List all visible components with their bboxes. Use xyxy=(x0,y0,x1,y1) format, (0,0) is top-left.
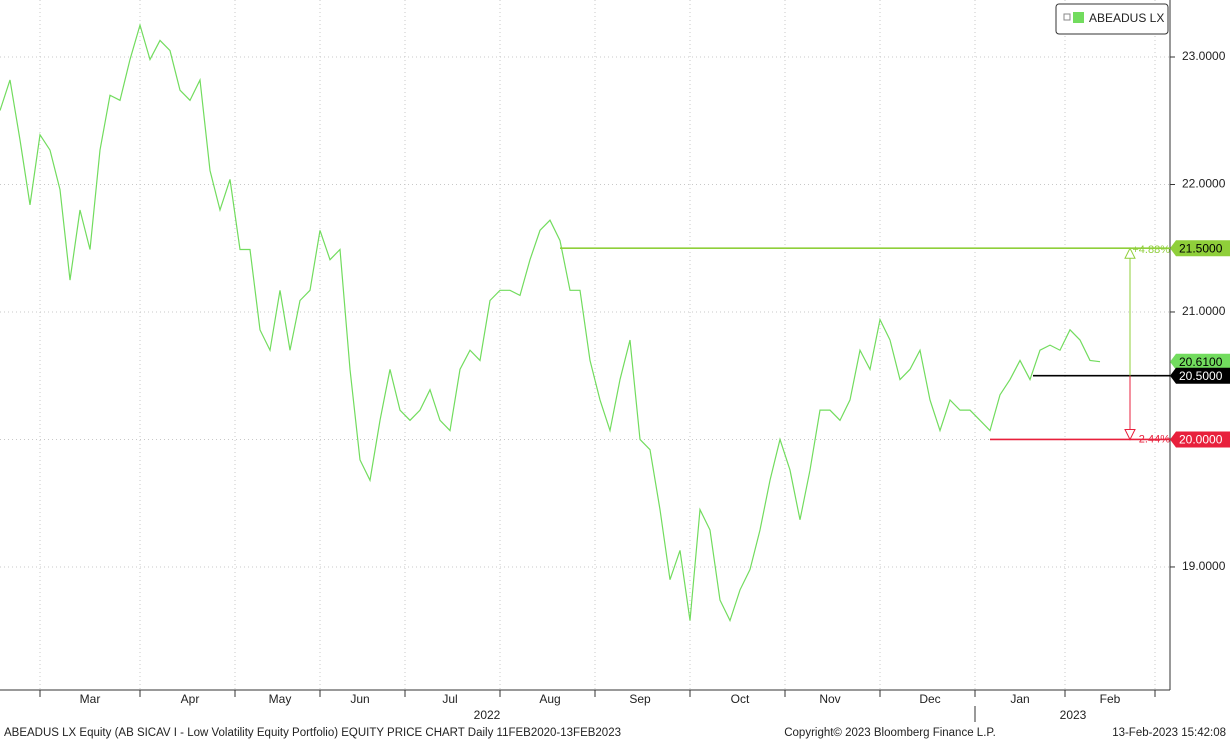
level-tag xyxy=(1170,431,1230,448)
legend-label: ABEADUS LX xyxy=(1089,11,1164,25)
y-tick-label: 21.0000 xyxy=(1182,304,1226,318)
x-tick-label: Jul xyxy=(442,692,457,706)
footer-left: ABEADUS LX Equity (AB SICAV I - Low Vola… xyxy=(4,727,621,739)
level-tag-label: 20.0000 xyxy=(1179,433,1223,447)
arrow-head xyxy=(1124,428,1136,441)
x-tick-label: Jun xyxy=(350,692,369,706)
y-tick-label: 19.0000 xyxy=(1182,559,1226,573)
x-tick-label: Nov xyxy=(819,692,840,706)
x-tick-label: Apr xyxy=(181,692,200,706)
change-label: +4.88% xyxy=(1132,244,1170,256)
x-tick-label: Feb xyxy=(1100,692,1121,706)
x-tick-label: Mar xyxy=(80,692,101,706)
footer-right: 13-Feb-2023 15:42:08 xyxy=(1112,727,1226,739)
price-line xyxy=(0,22,1101,623)
y-tick-label: 23.0000 xyxy=(1182,49,1226,63)
legend-box xyxy=(1055,3,1169,35)
level-tag-label: 20.5000 xyxy=(1179,369,1223,383)
x-tick-label: Aug xyxy=(539,692,560,706)
level-tag-label: 21.5000 xyxy=(1179,241,1223,255)
x-tick-label: May xyxy=(269,692,292,706)
year-label: 2022 xyxy=(474,708,501,722)
change-label: -2.44% xyxy=(1135,433,1170,445)
legend-swatch xyxy=(1073,12,1084,23)
level-tag xyxy=(1170,367,1230,384)
x-tick-label: Sep xyxy=(629,692,651,706)
last-price-tag xyxy=(1170,353,1230,370)
footer-center: Copyright© 2023 Bloomberg Finance L.P. xyxy=(784,727,996,739)
legend-expander xyxy=(1063,13,1071,21)
level-tag xyxy=(1170,240,1230,257)
grid xyxy=(0,0,1170,690)
arrow-head xyxy=(1124,247,1136,259)
x-tick-label: Jan xyxy=(1010,692,1029,706)
y-tick-label: 22.0000 xyxy=(1182,177,1226,191)
last-price-tag-label: 20.6100 xyxy=(1179,355,1223,369)
year-label: 2023 xyxy=(1060,708,1087,722)
x-tick-label: Oct xyxy=(731,692,750,706)
x-tick-label: Dec xyxy=(919,692,940,706)
